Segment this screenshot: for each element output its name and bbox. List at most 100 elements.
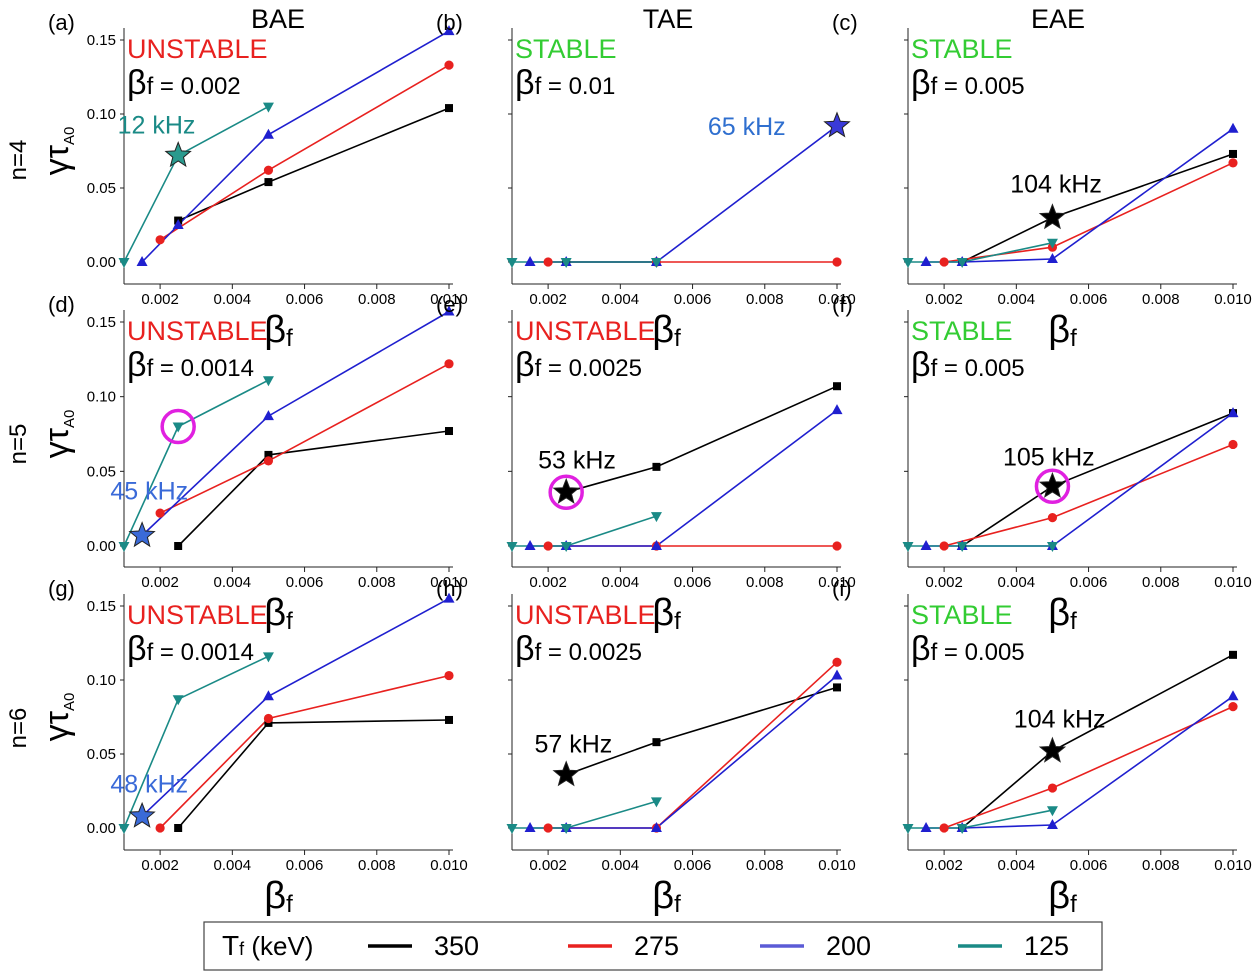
triangle-up-marker [920, 540, 932, 550]
x-tick-label: 0.008 [746, 291, 784, 308]
x-tick-label: 0.010 [818, 291, 856, 308]
square-marker [652, 462, 661, 471]
frequency-label: 12 kHz [118, 111, 196, 139]
x-tick-label: 0.004 [602, 291, 640, 308]
x-label-subscript: f [1070, 891, 1077, 918]
x-label-subscript: f [1070, 608, 1077, 635]
beta-value: = 0.005 [937, 73, 1024, 100]
legend-title: Tf (keV) [222, 930, 313, 961]
stability-label: UNSTABLE [127, 600, 268, 630]
y-tick-label: 0.00 [87, 538, 116, 555]
circle-marker [939, 823, 949, 833]
panel-i: 0.002 0.004 0.006 0.008 0.010 104 kHz (i) STABL… [832, 576, 1252, 918]
beta-symbol: β [911, 346, 931, 384]
triangle-up-marker [262, 690, 274, 701]
circle-marker [444, 60, 454, 70]
beta-value-label: βf = 0.0025 [515, 346, 642, 384]
triangle-down-marker [1046, 542, 1058, 552]
series-line-125 [123, 655, 269, 829]
panel-label: (d) [48, 292, 75, 317]
triangle-down-marker [118, 258, 130, 268]
legend: Tf (keV) 350 275 200 125 [203, 921, 1103, 971]
circle-marker [543, 257, 553, 267]
x-axis-label: βf [1048, 592, 1077, 635]
x-label-symbol: β [264, 592, 286, 634]
series-line-125 [512, 515, 657, 547]
x-axis-label: βf [652, 309, 681, 352]
mode-star-marker [823, 111, 851, 138]
beta-value: = 0.0014 [153, 355, 254, 382]
beta-symbol: β [515, 346, 535, 384]
series-line-125 [512, 800, 657, 829]
series-line-350 [177, 719, 450, 829]
triangle-down-marker [560, 258, 572, 268]
triangle-down-marker [956, 258, 968, 268]
square-marker [264, 450, 273, 459]
x-tick-label: 0.004 [602, 574, 640, 591]
x-tick-label: 0.002 [529, 574, 567, 591]
square-marker [445, 104, 453, 113]
x-tick-label: 0.008 [358, 857, 396, 874]
triangle-up-marker [524, 540, 536, 550]
beta-symbol: β [515, 630, 535, 668]
circle-marker [939, 541, 949, 551]
square-marker [1229, 149, 1237, 158]
triangle-up-marker [262, 410, 274, 421]
x-tick-label: 0.010 [430, 291, 468, 308]
circle-marker [1228, 158, 1238, 168]
beta-value: = 0.01 [541, 73, 615, 100]
beta-subscript: f [535, 639, 542, 666]
x-tick-label: 0.006 [674, 291, 712, 308]
x-tick-label: 0.002 [925, 574, 963, 591]
triangle-down-marker [1046, 238, 1058, 249]
panel-g: 0.00 0.05 0.10 0.15 0.002 0.004 0.006 0.008 0.01… [38, 576, 468, 918]
square-marker [174, 824, 183, 832]
x-axis-label: βf [264, 592, 293, 635]
beta-value-label: βf = 0.01 [515, 64, 615, 102]
triangle-down-marker [956, 542, 968, 552]
x-tick-label: 0.004 [214, 857, 252, 874]
x-tick-label: 0.010 [1214, 291, 1252, 308]
y-label-subscript: A0 [61, 127, 78, 145]
stability-label: STABLE [911, 316, 1013, 346]
y-tick-label: 0.10 [87, 672, 116, 689]
row-label-n4: n=4 [5, 140, 32, 181]
triangle-down-marker [902, 542, 914, 552]
beta-symbol: β [127, 64, 147, 102]
triangle-down-marker [1046, 806, 1058, 817]
y-label-subscript: A0 [61, 693, 78, 711]
mode-star-marker [128, 801, 156, 828]
x-tick-label: 0.004 [214, 574, 252, 591]
triangle-up-marker [920, 256, 932, 266]
panel-label: (h) [436, 576, 463, 601]
panel-label: (i) [832, 576, 852, 601]
stability-label: UNSTABLE [127, 316, 268, 346]
frequency-label: 48 kHz [110, 771, 188, 799]
circle-marker [543, 541, 553, 551]
circle-marker [832, 257, 842, 267]
circle-marker [155, 235, 165, 245]
panel-label: (g) [48, 576, 75, 601]
triangle-down-marker [172, 695, 184, 706]
y-tick-label: 0.15 [87, 598, 116, 615]
x-tick-label: 0.008 [1142, 291, 1180, 308]
stability-label: STABLE [911, 600, 1013, 630]
beta-symbol: β [515, 64, 535, 102]
triangle-up-marker [650, 822, 662, 832]
triangle-up-marker [831, 669, 843, 680]
x-label-subscript: f [1070, 325, 1077, 352]
panel-label: (e) [436, 292, 463, 317]
x-tick-label: 0.010 [430, 574, 468, 591]
series-line-350 [565, 385, 838, 493]
circle-marker [832, 541, 842, 551]
triangle-down-marker [506, 258, 518, 268]
legend-label: 350 [434, 931, 479, 961]
panel-a: 0.00 0.05 0.10 0.15 0.002 0.004 0.006 0.008 0.01… [38, 10, 468, 352]
triangle-up-marker [443, 592, 455, 603]
panel-h: 0.002 0.004 0.006 0.008 0.010 57 kHz (h) UNSTAB… [436, 576, 856, 918]
beta-value-label: βf = 0.0014 [127, 630, 254, 668]
x-axis-label: βf [652, 875, 681, 918]
triangle-down-marker [560, 824, 572, 834]
x-tick-label: 0.006 [1070, 574, 1108, 591]
